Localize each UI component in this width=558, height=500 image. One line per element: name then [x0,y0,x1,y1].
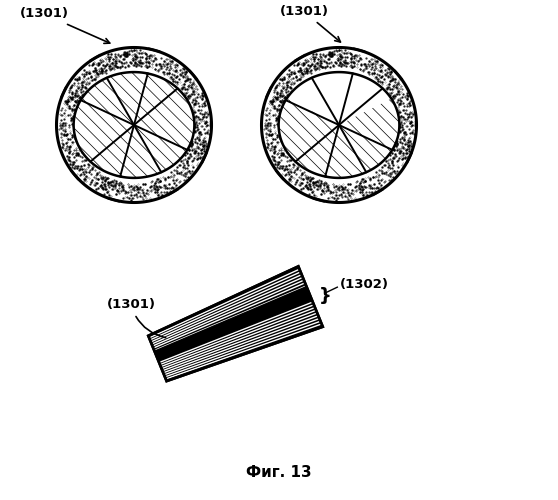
Text: (1302): (1302) [340,278,389,291]
Text: Фиг. 13: Фиг. 13 [246,465,312,480]
Text: (1301): (1301) [20,8,110,44]
Polygon shape [262,48,416,203]
Polygon shape [287,72,391,125]
Polygon shape [148,266,323,381]
Text: (1301): (1301) [107,298,166,338]
Polygon shape [278,72,400,178]
Text: }: } [319,286,331,304]
Text: (1301): (1301) [280,5,340,42]
Polygon shape [56,48,211,203]
Polygon shape [74,72,194,178]
